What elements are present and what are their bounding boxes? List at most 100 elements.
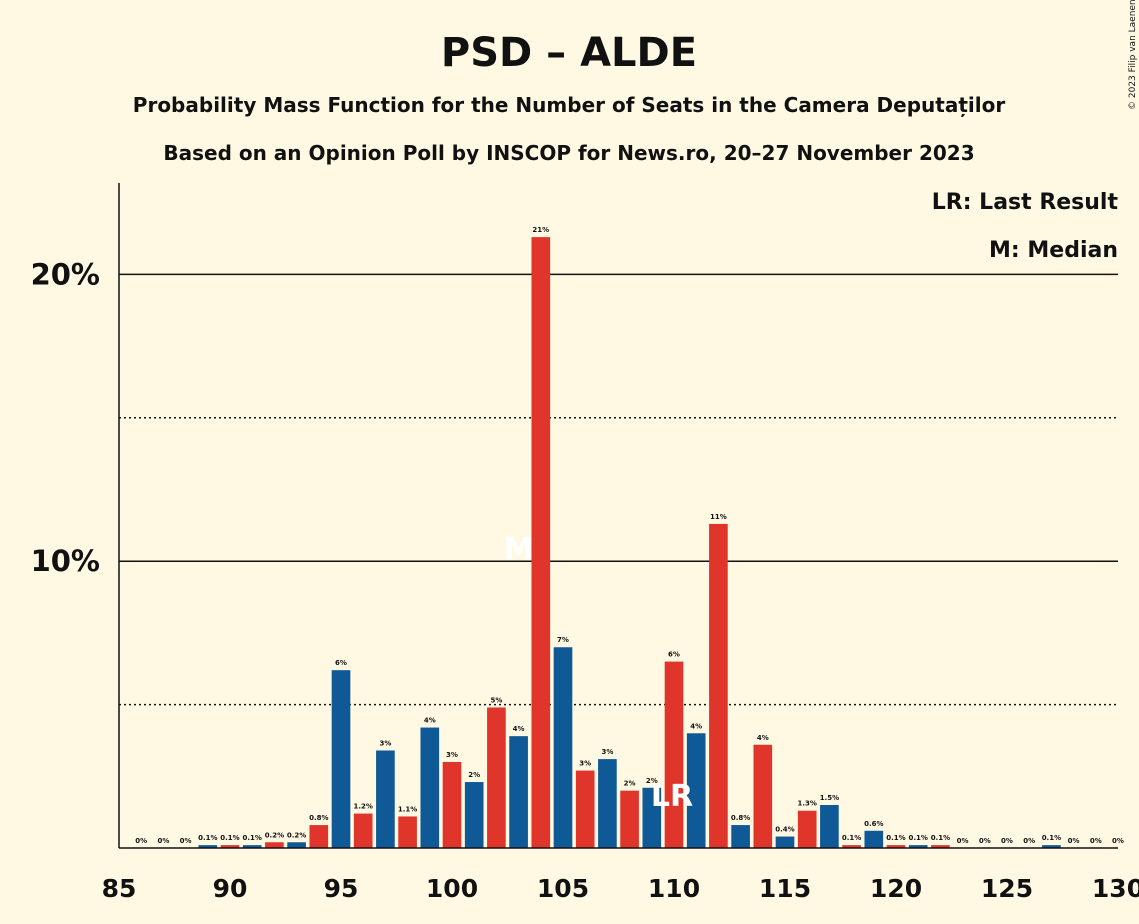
data-label-90: 0.1% <box>220 834 239 842</box>
x-tick-label-110: 110 <box>648 874 700 903</box>
bar-102 <box>487 707 506 848</box>
bar-116 <box>797 810 817 848</box>
data-label-123: 0% <box>957 837 969 845</box>
data-label-118: 0.1% <box>842 834 861 842</box>
data-label-106: 3% <box>579 760 591 768</box>
y-tick-label-10: 10% <box>31 544 100 578</box>
bar-104 <box>531 237 551 849</box>
bar-101 <box>464 782 484 848</box>
data-label-112: 11% <box>710 513 727 521</box>
copyright-note: © 2023 Filip van Laenen <box>1128 0 1138 110</box>
data-label-99: 4% <box>424 717 436 725</box>
bar-90 <box>220 845 240 848</box>
gridlines <box>119 273 1118 706</box>
bar-89 <box>198 845 218 848</box>
median-marker: M <box>504 532 534 567</box>
data-label-128: 0% <box>1068 837 1080 845</box>
bar-109 <box>642 787 662 848</box>
bar-121 <box>908 845 928 848</box>
data-label-105: 7% <box>557 636 569 644</box>
x-tick-label-105: 105 <box>537 874 589 903</box>
bar-107 <box>598 759 617 848</box>
bar-112 <box>709 523 728 848</box>
markers: M LR <box>504 532 693 814</box>
data-label-129: 0% <box>1090 837 1102 845</box>
data-label-97: 3% <box>379 739 391 747</box>
data-label-101: 2% <box>468 771 480 779</box>
bar-122 <box>931 845 950 848</box>
data-label-89: 0.1% <box>198 834 217 842</box>
data-label-94: 0.8% <box>309 814 328 822</box>
data-label-125: 0% <box>1001 837 1013 845</box>
data-label-115: 0.4% <box>775 826 794 834</box>
bar-99 <box>420 727 440 848</box>
bar-96 <box>353 813 373 848</box>
bar-94 <box>309 825 329 848</box>
bar-91 <box>242 845 262 848</box>
data-label-103: 4% <box>513 725 525 733</box>
data-label-114: 4% <box>757 734 769 742</box>
bar-110 <box>664 661 684 848</box>
data-label-104: 21% <box>532 226 549 234</box>
bar-97 <box>376 750 395 848</box>
data-label-92: 0.2% <box>265 831 284 839</box>
x-tick-label-95: 95 <box>324 874 359 903</box>
x-tick-label-115: 115 <box>759 874 811 903</box>
chart-subtitle-source: Based on an Opinion Poll by INSCOP for N… <box>163 141 974 165</box>
bar-93 <box>287 842 306 848</box>
bar-100 <box>442 761 462 848</box>
bar-105 <box>553 647 573 848</box>
bar-118 <box>842 845 861 848</box>
legend-median: M: Median <box>989 238 1118 263</box>
data-labels: 0% 0% 0% 0.1% 0.1% 0.1% 0.2% 0.2%0.8%6%1.2%3%1.… <box>135 226 1124 845</box>
data-label-87: 0% <box>157 837 169 845</box>
data-label-108: 2% <box>624 780 636 788</box>
axes: 10% 20% 85 90 95 100 105 110 115 120 125 130 <box>31 183 1139 903</box>
bar-115 <box>775 836 795 848</box>
data-label-121: 0.1% <box>908 834 927 842</box>
x-tick-label-125: 125 <box>981 874 1033 903</box>
bar-108 <box>620 790 639 848</box>
data-label-86: 0% <box>135 837 147 845</box>
chart-title: PSD – ALDE <box>441 30 697 76</box>
data-label-91: 0.1% <box>242 834 261 842</box>
x-tick-label-90: 90 <box>213 874 248 903</box>
data-label-111: 4% <box>690 722 702 730</box>
bar-120 <box>886 845 906 848</box>
bar-106 <box>575 770 595 848</box>
data-label-110: 6% <box>668 651 680 659</box>
data-label-120: 0.1% <box>886 834 905 842</box>
bar-95 <box>331 670 351 848</box>
data-label-126: 0% <box>1023 837 1035 845</box>
data-label-130: 0% <box>1112 837 1124 845</box>
x-tick-label-120: 120 <box>870 874 922 903</box>
data-label-93: 0.2% <box>287 831 306 839</box>
x-tick-label-100: 100 <box>426 874 478 903</box>
bar-114 <box>753 744 773 848</box>
data-label-100: 3% <box>446 751 458 759</box>
last-result-marker: LR <box>651 779 693 814</box>
x-tick-label-85: 85 <box>102 874 137 903</box>
x-tick-label-130: 130 <box>1092 874 1139 903</box>
data-label-116: 1.3% <box>797 800 816 808</box>
bar-103 <box>509 736 528 848</box>
data-label-113: 0.8% <box>731 814 750 822</box>
data-label-127: 0.1% <box>1042 834 1061 842</box>
data-label-95: 6% <box>335 659 347 667</box>
data-label-107: 3% <box>601 748 613 756</box>
y-tick-label-20: 20% <box>31 257 100 291</box>
data-label-98: 1.1% <box>398 805 417 813</box>
bar-113 <box>731 825 750 848</box>
data-label-119: 0.6% <box>864 820 883 828</box>
bar-92 <box>265 842 284 848</box>
bar-119 <box>864 830 884 848</box>
bar-127 <box>1042 845 1061 848</box>
bar-98 <box>398 816 417 848</box>
data-label-117: 1.5% <box>820 794 839 802</box>
data-label-96: 1.2% <box>353 803 372 811</box>
bars <box>198 237 1061 849</box>
data-label-122: 0.1% <box>931 834 950 842</box>
legend-last-result: LR: Last Result <box>932 190 1119 215</box>
chart-subtitle: Probability Mass Function for the Number… <box>133 93 1006 117</box>
